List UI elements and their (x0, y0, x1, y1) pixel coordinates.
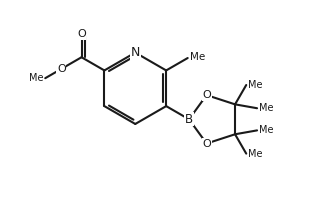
Text: O: O (77, 29, 86, 39)
Text: Me: Me (259, 103, 273, 113)
Text: Me: Me (248, 80, 262, 90)
Text: Me: Me (29, 73, 43, 83)
Text: Me: Me (190, 52, 205, 62)
Text: O: O (202, 90, 211, 100)
Text: O: O (202, 139, 211, 148)
Text: O: O (57, 64, 66, 74)
Text: N: N (131, 46, 140, 59)
Text: Me: Me (248, 149, 262, 159)
Text: B: B (185, 113, 193, 126)
Text: Me: Me (259, 125, 273, 135)
